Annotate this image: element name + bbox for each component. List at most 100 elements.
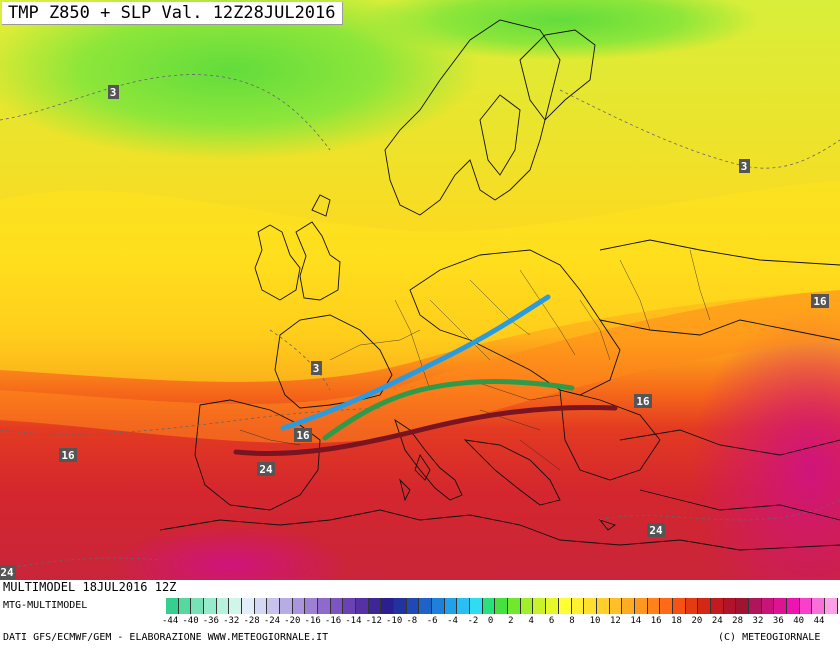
color-scale-label: -16 — [304, 616, 321, 626]
color-scale-cell — [710, 598, 724, 614]
cold-region — [0, 0, 480, 160]
isotherm-label: 16 — [811, 294, 829, 308]
svg-text:24: 24 — [0, 566, 14, 579]
color-scale-label: -32 — [223, 616, 240, 626]
color-scale-label: -36 — [202, 616, 219, 626]
temperature-color-scale — [166, 598, 838, 614]
color-scale-cell — [698, 598, 711, 614]
color-scale-cell — [292, 598, 306, 614]
color-scale-label: 2 — [508, 616, 514, 626]
color-scale-cell — [609, 598, 623, 614]
isotherm-label: 3 — [739, 159, 750, 173]
color-scale-cell — [495, 598, 509, 614]
color-scale-cell — [356, 598, 369, 614]
dark-red-line — [233, 404, 618, 456]
isotherm-label: 3 — [311, 361, 322, 375]
isotherm-label: 16 — [294, 428, 312, 442]
color-scale-cell — [723, 598, 737, 614]
color-scale-cell — [242, 598, 255, 614]
color-scale-cell — [622, 598, 635, 614]
color-scale-cell — [229, 598, 243, 614]
isotherm-label: 24 — [647, 523, 665, 537]
color-scale-cell — [470, 598, 483, 614]
color-scale-label: -8 — [406, 616, 418, 626]
color-scale-cell — [660, 598, 673, 614]
isotherm-label: 16 — [59, 448, 77, 462]
color-scale-cell — [533, 598, 547, 614]
color-scale-cell — [761, 598, 775, 614]
color-scale-cell — [736, 598, 749, 614]
color-scale-label: -6 — [426, 616, 438, 626]
color-scale-cell — [318, 598, 331, 614]
color-scale-cell — [799, 598, 813, 614]
color-scale-label: -24 — [263, 616, 281, 626]
color-scale-label: -12 — [365, 616, 382, 626]
color-scale-label: 6 — [548, 616, 555, 626]
color-scale-cell — [508, 598, 521, 614]
coastlines — [159, 19, 840, 551]
map-title: TMP Z850 + SLP Val. 12Z28JUL2016 — [2, 2, 343, 25]
color-scale-cell — [204, 598, 217, 614]
color-scale-cell — [191, 598, 205, 614]
svg-text:3: 3 — [741, 160, 748, 173]
color-scale-cell — [748, 598, 762, 614]
color-scale-label: 8 — [569, 616, 575, 626]
color-scale-cell — [546, 598, 559, 614]
color-scale-cell — [267, 598, 281, 614]
color-scale-label: 12 — [610, 616, 621, 626]
isotherm-label: 24 — [257, 462, 275, 476]
color-scale-label: -14 — [345, 616, 362, 626]
color-scale-label: 16 — [650, 616, 662, 626]
svg-text:24: 24 — [649, 524, 663, 537]
color-scale-cell — [368, 598, 382, 614]
isotherm-label: 16 — [634, 394, 652, 408]
color-scale-cell — [571, 598, 585, 614]
color-scale-cell — [584, 598, 597, 614]
color-scale-label: 14 — [630, 616, 642, 626]
svg-text:3: 3 — [313, 362, 320, 375]
warm-band-yellow — [0, 180, 840, 382]
color-scale-label: -16 — [324, 616, 342, 626]
color-scale-label: 36 — [772, 616, 784, 626]
color-scale-cell — [330, 598, 344, 614]
color-scale-cell — [166, 598, 179, 614]
color-scale-label: -10 — [386, 616, 403, 626]
color-scale-label: -44 — [162, 616, 179, 626]
color-scale-cell — [444, 598, 458, 614]
color-scale-label: 0 — [487, 616, 494, 626]
color-scale-label: 28 — [732, 616, 744, 626]
color-scale-cell — [786, 598, 800, 614]
color-scale-cell — [824, 598, 838, 614]
copyright-label: (C) METEOGIORNALE — [718, 632, 821, 643]
color-scale-label: 18 — [671, 616, 682, 626]
color-scale-label: -4 — [447, 616, 458, 626]
color-scale-cell — [343, 598, 357, 614]
color-scale-cell — [381, 598, 395, 614]
color-scale-label: -40 — [182, 616, 199, 626]
color-scale-cell — [394, 598, 407, 614]
svg-text:3: 3 — [110, 86, 117, 99]
color-scale-cell — [520, 598, 534, 614]
color-scale-label: 32 — [752, 616, 764, 626]
color-scale-label: 40 — [793, 616, 805, 626]
color-scale-label: 24 — [711, 616, 723, 626]
color-scale-label: 10 — [589, 616, 601, 626]
color-scale-cell — [178, 598, 192, 614]
blue-line — [280, 294, 551, 431]
warm-region-south — [110, 525, 350, 580]
svg-text:16: 16 — [813, 295, 827, 308]
color-scale-cell — [685, 598, 699, 614]
color-scale-cell — [457, 598, 471, 614]
isotherm-label: 24 — [0, 565, 16, 579]
model-name-label: MTG-MULTIMODEL — [3, 600, 88, 611]
color-scale-cell — [254, 598, 268, 614]
color-scale-cell — [596, 598, 610, 614]
color-scale-cell — [406, 598, 420, 614]
color-scale-cell — [647, 598, 661, 614]
color-scale-cell — [482, 598, 496, 614]
warm-region-east — [690, 310, 840, 580]
color-scale-label: -2 — [467, 616, 479, 626]
color-scale-cell — [216, 598, 230, 614]
color-scale-label: 4 — [528, 616, 534, 626]
color-scale-cell — [280, 598, 293, 614]
